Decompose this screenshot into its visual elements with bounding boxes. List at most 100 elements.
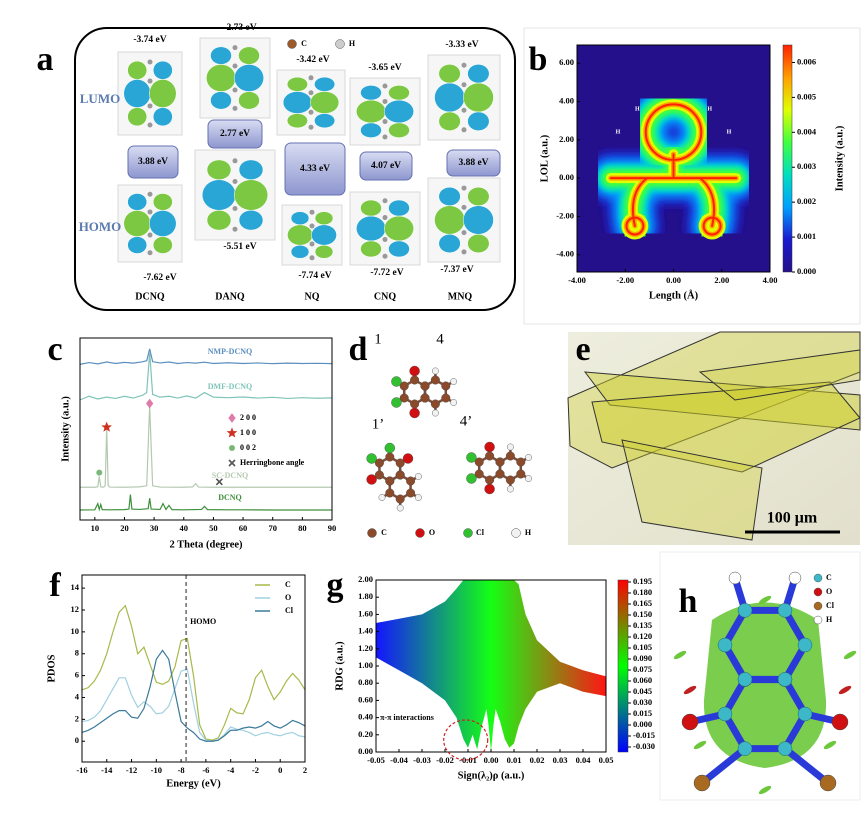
atom (232, 63, 238, 69)
gap-energy: 4.33 eV (300, 164, 330, 174)
panel-a-frame (74, 27, 516, 311)
lumo-label: LUMO (80, 91, 120, 106)
x-tick-label: -16 (76, 765, 87, 775)
atom (495, 469, 505, 479)
atom (441, 393, 451, 403)
atom (406, 488, 416, 498)
colorbar-tick-label: 0.120 (633, 631, 652, 641)
legend-atom (335, 39, 345, 49)
isosurface-speck (683, 685, 697, 695)
atom (409, 365, 420, 377)
colorbar-tick-label: 0.015 (633, 708, 652, 718)
orbital-lobe (434, 82, 465, 113)
orbital-lobe (127, 60, 148, 80)
atom (831, 713, 849, 731)
orbital-lobe (233, 179, 269, 211)
colorbar-tick-label: 0.195 (633, 576, 652, 586)
orbital-lobe (438, 234, 461, 254)
x-tick-label: 80 (298, 523, 307, 533)
peak-marker (101, 421, 112, 432)
colorbar-tick-label: 0.165 (633, 598, 652, 608)
legend-label: Cl (285, 606, 294, 615)
orbital-lobe (388, 240, 410, 258)
legend-symbol (228, 413, 236, 423)
colorbar-tick-label: 0.003 (797, 161, 816, 171)
orbital-lobe (152, 236, 173, 254)
series-line (79, 352, 333, 401)
peak-marker (215, 478, 223, 486)
y-axis-label: Intensity (a.u.) (60, 396, 71, 462)
atom (420, 393, 430, 403)
atom (232, 158, 238, 164)
x-tick-label: -0.05 (367, 755, 385, 765)
y-tick-label: 0 (75, 735, 79, 745)
isosurface-speck (843, 650, 857, 660)
homo-energy: -7.72 eV (370, 268, 403, 278)
atom (147, 250, 153, 256)
colorbar-tick-label: 0.105 (633, 642, 652, 652)
x-tick-label: 50 (209, 523, 218, 533)
homo-energy: -5.51 eV (223, 242, 256, 252)
orbital-lobe (384, 99, 414, 124)
y-tick-label: 0.00 (358, 746, 373, 756)
legend-atom (813, 573, 823, 583)
atom (147, 232, 153, 238)
legend-label: O (429, 528, 435, 537)
legend-label: 2 0 0 (240, 413, 256, 422)
orbital-lobe (123, 210, 151, 237)
orbital-lobe (314, 113, 336, 129)
position-label: 1’ (372, 416, 385, 432)
colorbar-tick-label: 0.000 (797, 266, 816, 276)
x-tick-label: -10 (151, 765, 162, 775)
lol-contour (644, 103, 703, 161)
colorbar-label: Intensity (a.u.) (834, 125, 845, 191)
y-tick-label: 10 (71, 626, 80, 636)
atom (366, 474, 377, 485)
heatmap (577, 45, 770, 272)
atom (391, 376, 402, 387)
y-tick-label: 0.00 (559, 172, 574, 182)
orbital-lobe (463, 82, 494, 113)
x-tick-label: -8 (178, 765, 185, 775)
atom (232, 105, 238, 111)
atom (717, 706, 733, 722)
y-tick-label: -2.00 (556, 210, 574, 220)
atom (777, 603, 793, 618)
orbital-lobe (127, 193, 148, 211)
x-tick-label: 30 (150, 523, 159, 533)
atom (308, 109, 314, 115)
gap-box (359, 151, 413, 181)
x-tick-label: 10 (91, 523, 100, 533)
atom (717, 637, 733, 653)
panel-b-frame (523, 27, 861, 325)
atom (441, 381, 451, 391)
atom (382, 119, 388, 125)
colorbar-tick-label: 0.180 (633, 587, 652, 597)
atom (461, 127, 467, 133)
atom (406, 476, 416, 486)
series-label: SC-DCNQ (212, 471, 248, 480)
orbital-lobe (286, 113, 308, 129)
orbital-lobe (360, 85, 382, 101)
legend-label: 0 0 2 (240, 443, 256, 452)
atom (147, 122, 153, 128)
gap-box (127, 145, 179, 179)
y-tick-label: 2.00 (559, 134, 574, 144)
y-tick-label: 4 (75, 691, 80, 701)
atom (382, 134, 388, 140)
lumo-energy: -3.65 eV (368, 63, 401, 73)
orbital-lobe (467, 111, 490, 131)
x-tick-label: 0.01 (507, 755, 522, 765)
isosurface-speck (823, 740, 837, 750)
molecule-name: CNQ (374, 291, 396, 302)
x-tick-label: 2 (303, 765, 307, 775)
atom (797, 706, 813, 722)
series-line (79, 494, 332, 512)
atom (693, 774, 711, 792)
legend-atom (463, 528, 473, 538)
atom (525, 454, 532, 461)
isosurface-speck (838, 685, 852, 695)
atom (382, 236, 388, 242)
atom (374, 458, 384, 468)
atom (516, 457, 526, 467)
